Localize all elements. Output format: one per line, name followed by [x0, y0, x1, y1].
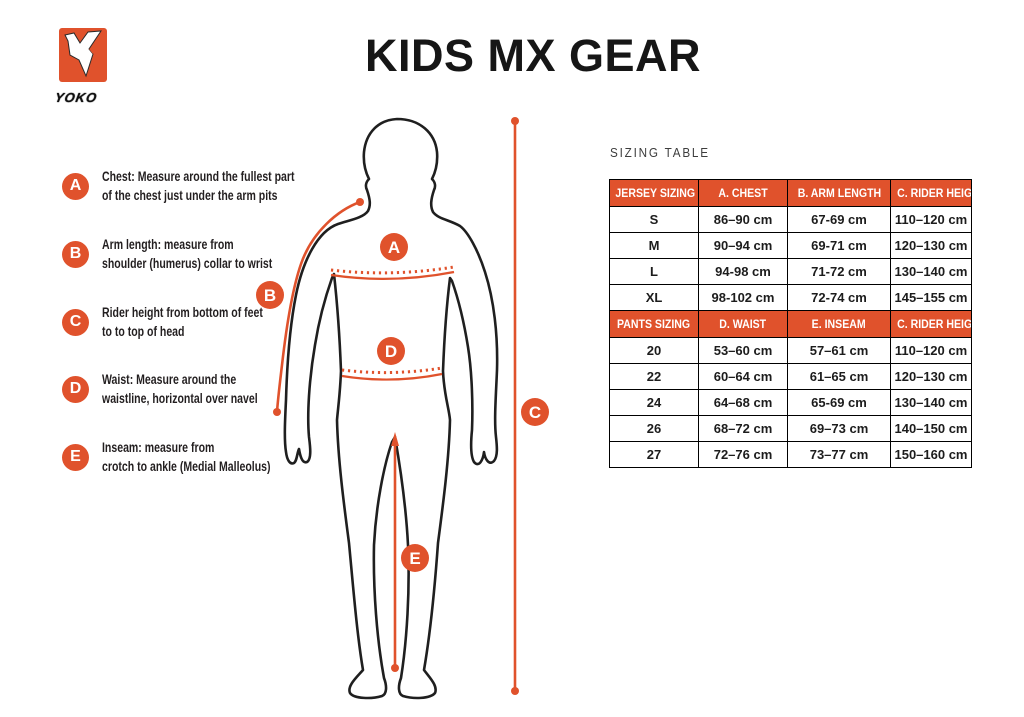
table-cell: S — [609, 206, 699, 233]
table-row: 27 72–76 cm 73–77 cm 150–160 cm — [609, 441, 972, 468]
table-cell: M — [609, 232, 699, 259]
table-cell: XL — [609, 284, 699, 311]
table-row: L 94-98 cm 71-72 cm 130–140 cm — [609, 258, 972, 285]
table-cell: 69–73 cm — [787, 415, 891, 442]
sizing-table-heading: SIZING TABLE — [610, 145, 710, 160]
svg-text:A: A — [388, 238, 400, 257]
table-cell: 130–140 cm — [890, 258, 972, 285]
marker-badge-d: D — [377, 337, 405, 365]
jersey-header-row: JERSEY SIZING A. CHEST B. ARM LENGTH C. … — [609, 179, 972, 207]
figure-marker-badges: A B C D E — [256, 233, 549, 572]
brand-logo: YOKO — [54, 27, 118, 105]
table-cell: 110–120 cm — [890, 206, 972, 233]
marker-badge-a: A — [380, 233, 408, 261]
legend-item-waist: D Waist: Measure around the waistline, h… — [62, 370, 402, 408]
column-header: E. INSEAM — [787, 310, 891, 338]
table-cell: 24 — [609, 389, 699, 416]
column-header: A. CHEST — [698, 179, 788, 207]
table-cell: 69-71 cm — [787, 232, 891, 259]
table-cell: 94-98 cm — [698, 258, 788, 285]
sizing-table: JERSEY SIZING A. CHEST B. ARM LENGTH C. … — [609, 179, 972, 468]
table-row: 22 60–64 cm 61–65 cm 120–130 cm — [609, 363, 972, 390]
table-cell: 130–140 cm — [890, 389, 972, 416]
letter-badge-a: A — [62, 172, 89, 200]
table-cell: 120–130 cm — [890, 363, 972, 390]
table-cell: 61–65 cm — [787, 363, 891, 390]
waist-measure-line — [341, 366, 443, 381]
legend-item-rider-height: C Rider height from bottom of feet to to… — [62, 303, 402, 341]
table-cell: L — [609, 258, 699, 285]
table-cell: 67-69 cm — [787, 206, 891, 233]
column-header: PANTS SIZING — [609, 310, 699, 338]
table-row: 20 53–60 cm 57–61 cm 110–120 cm — [609, 337, 972, 364]
letter-badge-b: B — [62, 240, 89, 268]
table-cell: 53–60 cm — [698, 337, 788, 364]
legend-text-chest: Chest: Measure around the fullest part o… — [102, 169, 295, 203]
table-cell: 68–72 cm — [698, 415, 788, 442]
letter-badge-d: D — [62, 375, 89, 403]
table-row: 26 68–72 cm 69–73 cm 140–150 cm — [609, 415, 972, 442]
table-cell: 73–77 cm — [787, 441, 891, 468]
table-cell: 20 — [609, 337, 699, 364]
marker-badge-e: E — [401, 544, 429, 572]
column-header: D. WAIST — [698, 310, 788, 338]
column-header: JERSEY SIZING — [609, 179, 699, 207]
legend-text-waist: Waist: Measure around the waistline, hor… — [102, 372, 258, 406]
table-cell: 65-69 cm — [787, 389, 891, 416]
table-cell: 150–160 cm — [890, 441, 972, 468]
legend-text-arm-length: Arm length: measure from shoulder (humer… — [102, 237, 273, 271]
table-cell: 64–68 cm — [698, 389, 788, 416]
table-cell: 90–94 cm — [698, 232, 788, 259]
arm-measure-line — [273, 198, 364, 416]
marker-badge-b: B — [256, 281, 284, 309]
legend-item-arm-length: B Arm length: measure from shoulder (hum… — [62, 235, 402, 273]
yoko-logo-icon — [59, 28, 107, 82]
body-outline — [283, 117, 499, 700]
legend-text-rider-height: Rider height from bottom of feet to to t… — [102, 305, 263, 339]
inseam-measure-line — [391, 432, 399, 672]
table-row: M 90–94 cm 69-71 cm 120–130 cm — [609, 232, 972, 259]
pants-header-row: PANTS SIZING D. WAIST E. INSEAM C. RIDER… — [609, 310, 972, 338]
letter-badge-e: E — [62, 443, 89, 471]
chest-measure-line — [330, 265, 455, 280]
legend-item-chest: A Chest: Measure around the fullest part… — [62, 167, 402, 205]
table-cell: 26 — [609, 415, 699, 442]
column-header: C. RIDER HEIGHT — [890, 310, 972, 338]
table-cell: 57–61 cm — [787, 337, 891, 364]
svg-text:E: E — [409, 549, 420, 568]
table-cell: 72-74 cm — [787, 284, 891, 311]
table-cell: 86–90 cm — [698, 206, 788, 233]
table-cell: 27 — [609, 441, 699, 468]
svg-text:B: B — [264, 286, 276, 305]
legend-text-inseam: Inseam: measure from crotch to ankle (Me… — [102, 440, 271, 474]
table-cell: 110–120 cm — [890, 337, 972, 364]
letter-badge-c: C — [62, 308, 89, 336]
table-cell: 140–150 cm — [890, 415, 972, 442]
height-measure-line — [511, 117, 519, 695]
column-header: C. RIDER HEIGHT — [890, 179, 972, 207]
table-row: 24 64–68 cm 65-69 cm 130–140 cm — [609, 389, 972, 416]
table-cell: 145–155 cm — [890, 284, 972, 311]
table-cell: 98-102 cm — [698, 284, 788, 311]
svg-text:D: D — [385, 342, 397, 361]
table-cell: 72–76 cm — [698, 441, 788, 468]
table-row: XL 98-102 cm 72-74 cm 145–155 cm — [609, 284, 972, 311]
table-cell: 60–64 cm — [698, 363, 788, 390]
table-row: S 86–90 cm 67-69 cm 110–120 cm — [609, 206, 972, 233]
table-cell: 22 — [609, 363, 699, 390]
legend-item-inseam: E Inseam: measure from crotch to ankle (… — [62, 438, 402, 476]
page-title: KIDS MX GEAR — [364, 30, 702, 81]
column-header: B. ARM LENGTH — [787, 179, 891, 207]
table-cell: 120–130 cm — [890, 232, 972, 259]
marker-badge-c: C — [521, 398, 549, 426]
table-cell: 71-72 cm — [787, 258, 891, 285]
svg-text:C: C — [529, 403, 541, 422]
